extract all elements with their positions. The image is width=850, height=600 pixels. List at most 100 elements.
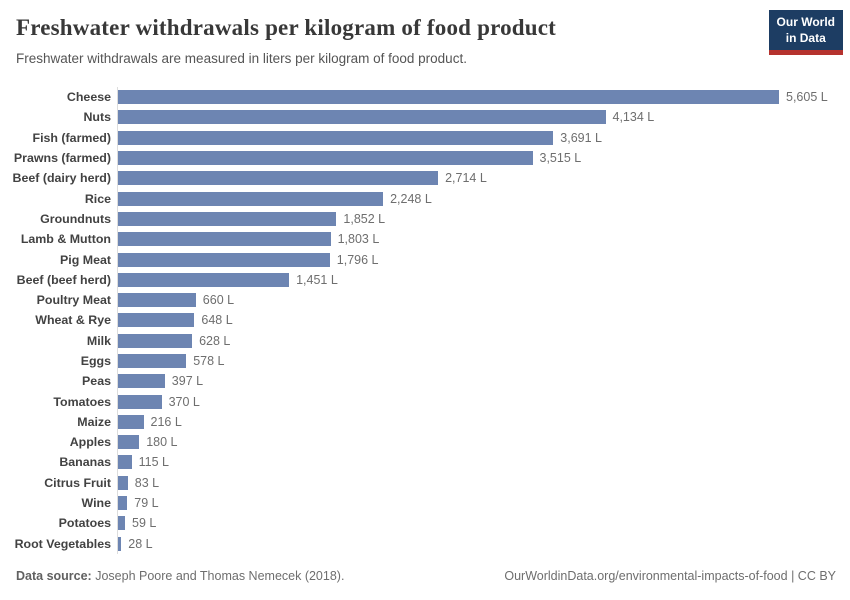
category-label: Potatoes	[58, 516, 111, 531]
value-label: 216 L	[150, 414, 182, 429]
category-label: Root Vegetables	[14, 536, 111, 551]
bar-track: 115 L	[117, 452, 845, 473]
category-label: Bananas	[59, 455, 111, 470]
bar-row: Root Vegetables 28 L	[11, 533, 845, 554]
chart-footer: Data source: Joseph Poore and Thomas Nem…	[16, 569, 836, 583]
bar[interactable]	[118, 151, 533, 166]
value-label: 79 L	[134, 496, 159, 511]
value-label: 3,515 L	[539, 151, 582, 166]
bar[interactable]	[118, 211, 337, 226]
category-label: Wine	[81, 496, 112, 511]
chart-subtitle: Freshwater withdrawals are measured in l…	[16, 50, 467, 66]
bar-row: Maize 216 L	[11, 411, 845, 433]
bar-track: 59 L	[117, 513, 845, 534]
bar-track: 180 L	[117, 432, 845, 453]
bar[interactable]	[118, 90, 779, 105]
bar-row: Potatoes 59 L	[11, 513, 845, 534]
bar-row: Groundnuts 1,852 L	[11, 208, 845, 230]
bar-rows: Cheese 5,605 L Nuts 4,134 L Fish (farmed) 3,6…	[11, 87, 845, 554]
bar-track: 1,852 L	[117, 208, 845, 230]
bar[interactable]	[118, 191, 384, 206]
category-label: Cheese	[66, 90, 111, 105]
bar-row: Fish (farmed) 3,691 L	[11, 127, 845, 148]
bar-track: 5,605 L	[117, 87, 845, 108]
bar[interactable]	[118, 293, 196, 308]
category-label: Lamb & Mutton	[20, 232, 111, 247]
bar[interactable]	[118, 354, 187, 368]
bar-row: Milk 628 L	[11, 330, 845, 351]
bar[interactable]	[118, 455, 132, 470]
value-label: 83 L	[134, 475, 160, 490]
bar-row: Pig Meat 1,796 L	[11, 249, 845, 270]
category-label: Peas	[82, 374, 111, 389]
value-label: 660 L	[202, 293, 235, 308]
value-label: 28 L	[128, 536, 153, 551]
bar-row: Wine 79 L	[11, 492, 845, 514]
data-source-text: Joseph Poore and Thomas Nemecek (2018).	[91, 569, 345, 583]
bar-track: 79 L	[117, 492, 845, 514]
bar[interactable]	[118, 414, 144, 429]
footer-right: OurWorldinData.org/environmental-impacts…	[504, 569, 836, 583]
bar[interactable]	[118, 333, 193, 348]
bar-track: 578 L	[117, 350, 845, 372]
data-source-label: Data source:	[16, 569, 92, 583]
license-badge[interactable]: CC BY	[797, 569, 836, 583]
bar-track: 397 L	[117, 371, 845, 392]
page-title: Freshwater withdrawals per kilogram of f…	[16, 15, 557, 40]
bar[interactable]	[118, 496, 128, 511]
bar-track: 3,515 L	[117, 147, 845, 169]
category-label: Citrus Fruit	[44, 475, 111, 490]
bar[interactable]	[118, 130, 554, 145]
bar[interactable]	[118, 394, 162, 409]
bar-track: 2,714 L	[117, 168, 845, 189]
bar-track: 1,803 L	[117, 229, 845, 250]
bar[interactable]	[118, 475, 128, 490]
bar-row: Peas 397 L	[11, 371, 845, 392]
value-label: 4,134 L	[612, 110, 655, 125]
value-label: 1,796 L	[336, 252, 379, 267]
bar-track: 370 L	[117, 391, 845, 412]
bar-row: Beef (beef herd) 1,451 L	[11, 269, 845, 290]
value-label: 5,605 L	[786, 90, 828, 105]
bar[interactable]	[118, 232, 331, 247]
bar[interactable]	[118, 313, 195, 328]
bar-track: 1,451 L	[117, 269, 845, 290]
value-label: 578 L	[193, 354, 225, 368]
bar-row: Apples 180 L	[11, 432, 845, 453]
category-label: Wheat & Rye	[35, 313, 111, 328]
footer-separator: |	[787, 569, 798, 583]
bar-track: 4,134 L	[117, 107, 845, 128]
bar[interactable]	[118, 110, 606, 125]
bar[interactable]	[118, 536, 122, 551]
bar-row: Citrus Fruit 83 L	[11, 472, 845, 493]
bar[interactable]	[118, 272, 290, 287]
category-label: Maize	[77, 414, 111, 429]
bar-row: Lamb & Mutton 1,803 L	[11, 229, 845, 250]
category-label: Apples	[69, 435, 111, 450]
bar-row: Cheese 5,605 L	[11, 87, 845, 108]
bar-row: Wheat & Rye 648 L	[11, 310, 845, 331]
bar[interactable]	[118, 374, 165, 389]
bar-track: 216 L	[117, 411, 845, 433]
bar[interactable]	[118, 252, 330, 267]
footer-link[interactable]: OurWorldinData.org/environmental-impacts…	[504, 569, 788, 583]
chart-header: Freshwater withdrawals per kilogram of f…	[16, 14, 760, 66]
owid-logo[interactable]: Our World in Data	[768, 10, 843, 56]
value-label: 3,691 L	[560, 130, 603, 145]
owid-logo-line2: in Data	[785, 30, 826, 45]
category-label: Beef (beef herd)	[16, 272, 111, 287]
value-label: 648 L	[201, 313, 233, 328]
value-label: 2,714 L	[445, 171, 487, 186]
bar[interactable]	[118, 435, 140, 450]
bar[interactable]	[118, 516, 125, 531]
category-label: Tomatoes	[53, 394, 111, 409]
value-label: 628 L	[199, 333, 231, 348]
value-label: 1,803 L	[337, 232, 380, 247]
bar-row: Prawns (farmed) 3,515 L	[11, 147, 845, 169]
owid-logo-line1: Our World	[776, 15, 835, 29]
category-label: Pig Meat	[60, 252, 111, 267]
bar-track: 2,248 L	[117, 188, 845, 209]
bar[interactable]	[118, 171, 439, 186]
value-label: 2,248 L	[390, 191, 432, 206]
bar-row: Tomatoes 370 L	[11, 391, 845, 412]
